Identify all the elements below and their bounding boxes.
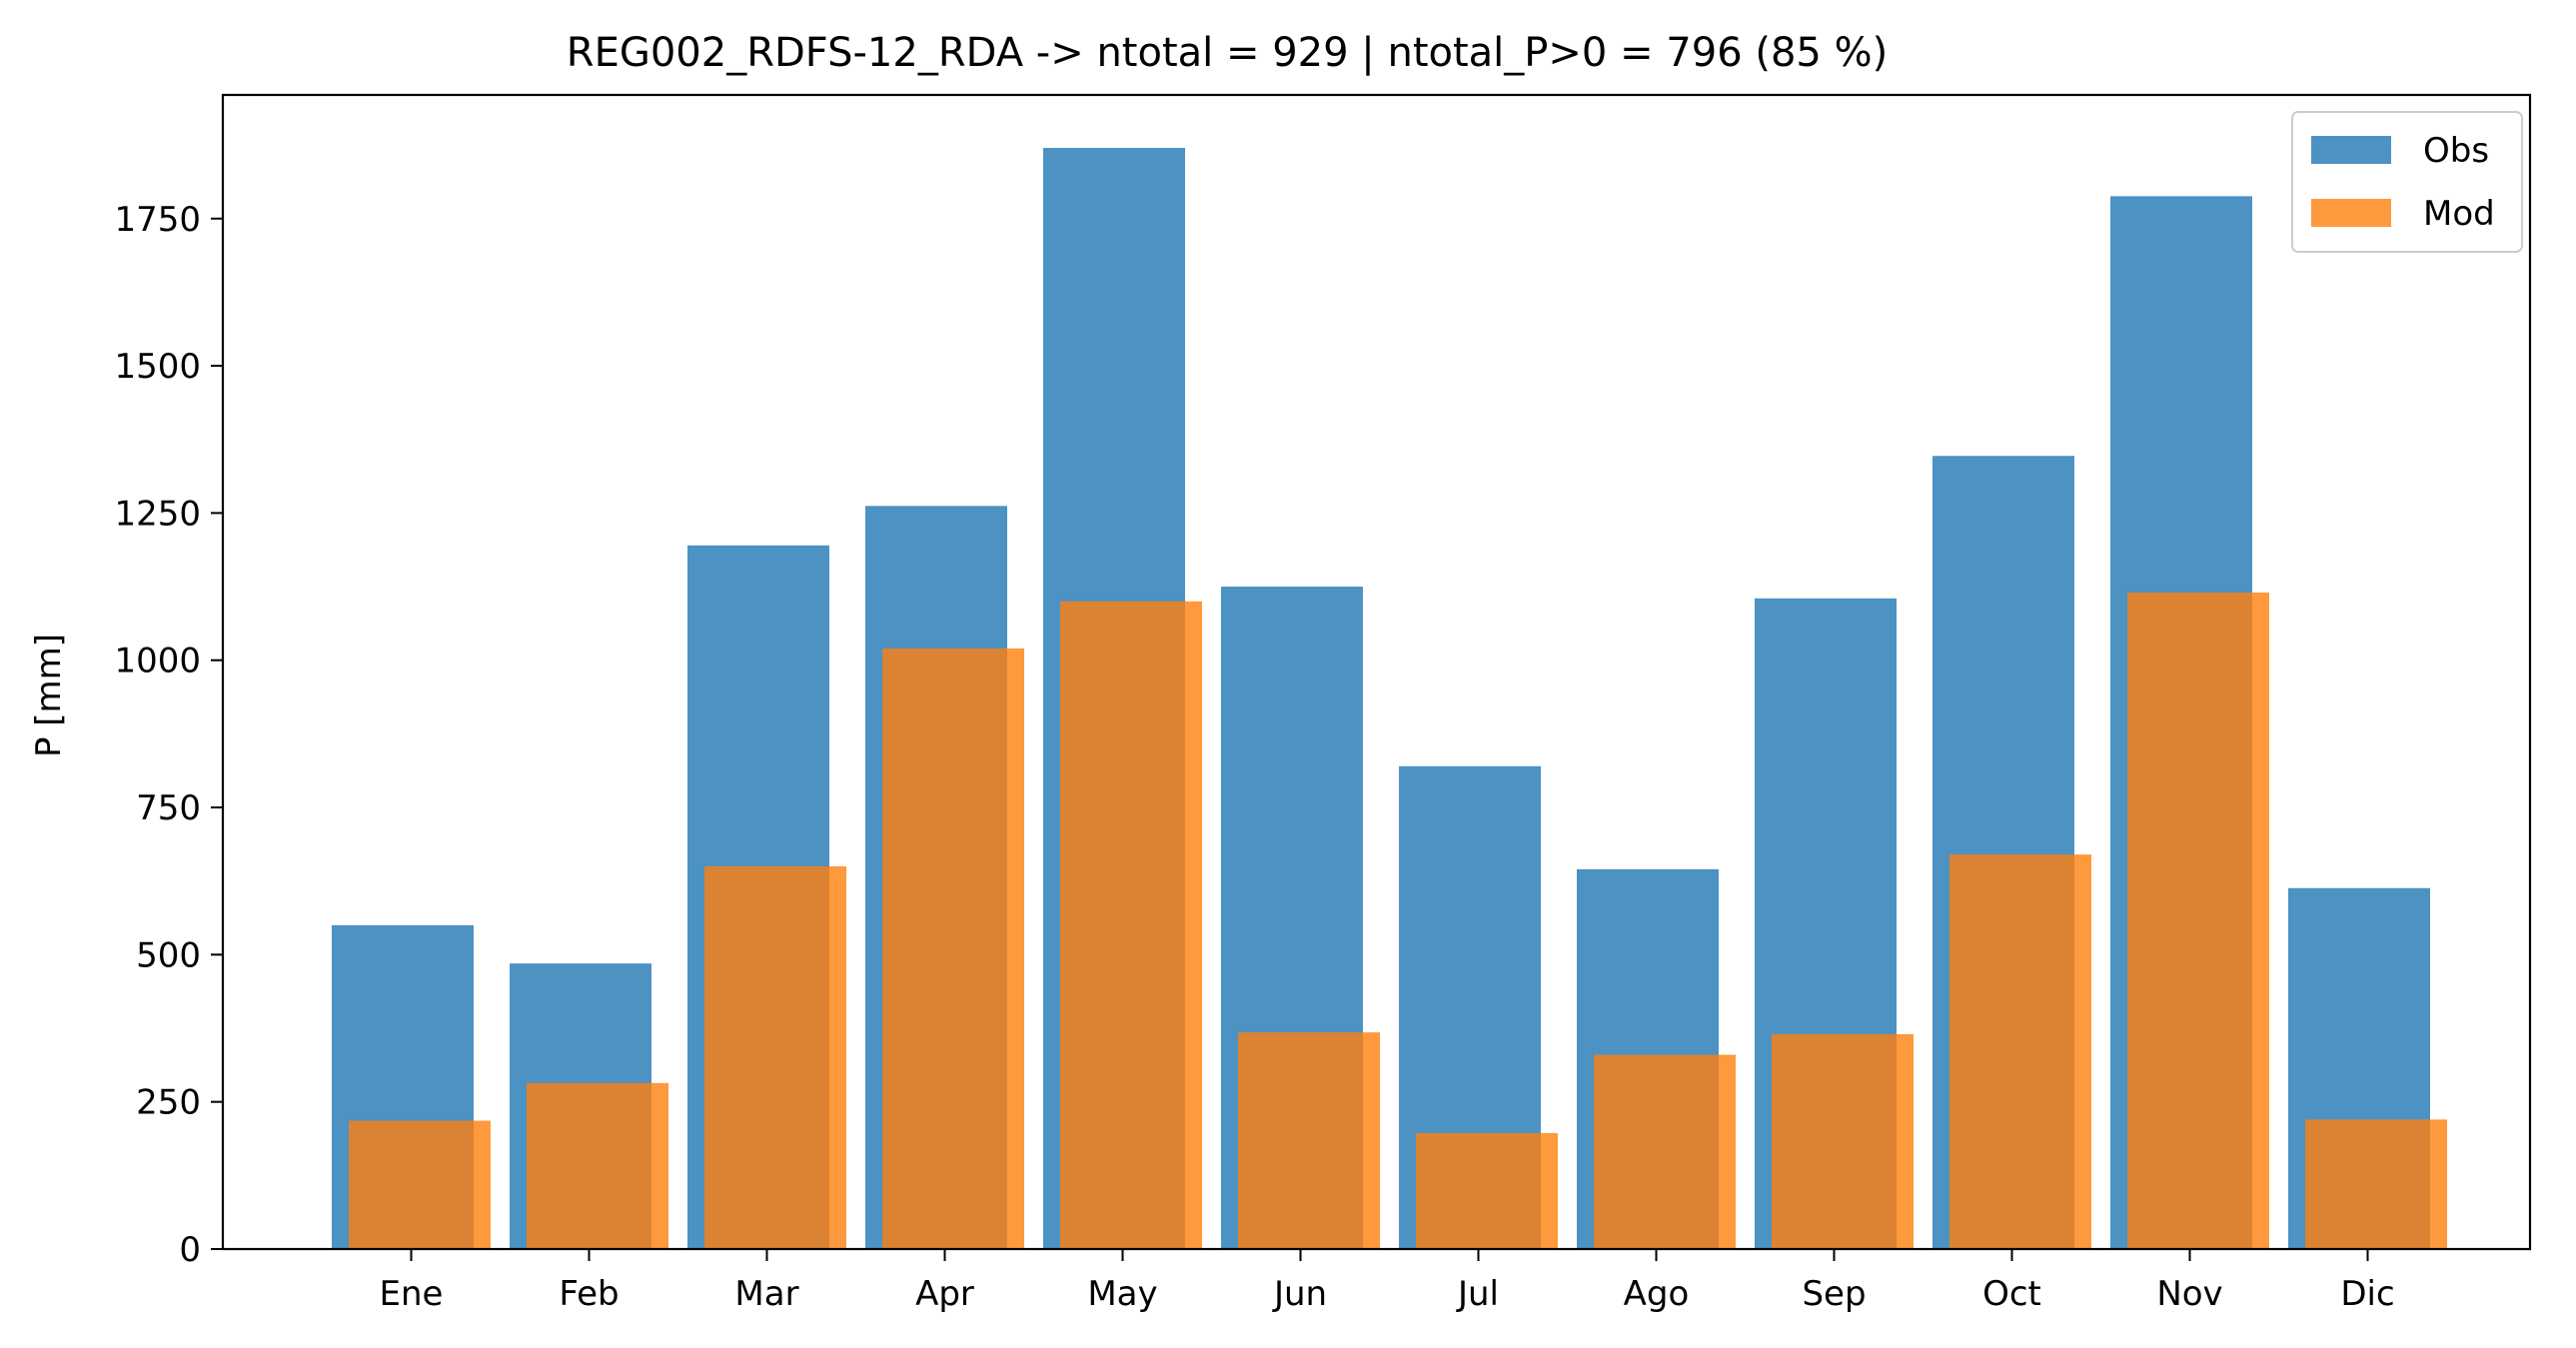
x-tick-label-sep: Sep xyxy=(1802,1274,1866,1314)
plot-area: 0 250 500 750 1000 1250 1500 1750 Ene Feb Mar Apr M… xyxy=(114,93,2532,1314)
x-tick-label-jul: Jul xyxy=(1456,1274,1499,1314)
bar-mod-jul xyxy=(1416,1132,1558,1249)
bar-mod-dic xyxy=(2305,1119,2447,1249)
y-tick-label: 1000 xyxy=(114,642,201,681)
legend-label-mod: Mod xyxy=(2423,194,2495,234)
bar-mod-oct xyxy=(1949,854,2091,1249)
legend: Obs Mod xyxy=(2291,111,2523,253)
y-axis-ticks: 0 250 500 750 1000 1250 1500 1750 xyxy=(114,200,223,1270)
bar-mod-sep xyxy=(1772,1033,1914,1249)
bars-layer xyxy=(332,148,2447,1250)
x-tick-label-nov: Nov xyxy=(2156,1274,2222,1314)
bar-mod-feb xyxy=(527,1082,668,1249)
bar-mod-apr xyxy=(882,648,1024,1249)
x-tick-label-mar: Mar xyxy=(734,1274,798,1314)
y-tick-label: 1250 xyxy=(114,494,201,534)
x-tick-label-dic: Dic xyxy=(2340,1274,2394,1314)
chart-title: REG002_RDFS-12_RDA -> ntotal = 929 | nto… xyxy=(567,30,1888,76)
bar-mod-ene xyxy=(349,1120,491,1249)
y-tick-label: 1750 xyxy=(114,200,201,240)
bar-mod-ago xyxy=(1594,1054,1736,1249)
x-tick-label-jun: Jun xyxy=(1272,1274,1327,1314)
x-tick-label-ago: Ago xyxy=(1624,1274,1690,1314)
x-tick-label-oct: Oct xyxy=(1982,1274,2041,1314)
bar-mod-mar xyxy=(704,865,846,1249)
legend-swatch-mod xyxy=(2311,199,2391,227)
x-tick-label-may: May xyxy=(1087,1274,1157,1314)
y-tick-label: 500 xyxy=(136,935,201,975)
y-tick-label: 0 xyxy=(179,1230,201,1270)
bar-mod-nov xyxy=(2127,592,2269,1249)
x-tick-label-feb: Feb xyxy=(559,1274,619,1314)
y-tick-label: 1500 xyxy=(114,347,201,387)
y-axis-label: P [mm] xyxy=(29,634,69,757)
plot-frame xyxy=(221,93,2532,1251)
legend-swatch-obs xyxy=(2311,136,2391,164)
y-tick-label: 250 xyxy=(136,1083,201,1123)
x-axis-ticks: Ene Feb Mar Apr May Jun Jul Ago Sep Oct Nov Dic xyxy=(380,1249,2395,1314)
bar-mod-may xyxy=(1060,601,1202,1249)
x-tick-label-ene: Ene xyxy=(380,1274,444,1314)
y-tick-label: 750 xyxy=(136,788,201,828)
x-tick-label-apr: Apr xyxy=(915,1274,974,1314)
legend-label-obs: Obs xyxy=(2423,131,2489,171)
bar-mod-jun xyxy=(1238,1032,1380,1249)
